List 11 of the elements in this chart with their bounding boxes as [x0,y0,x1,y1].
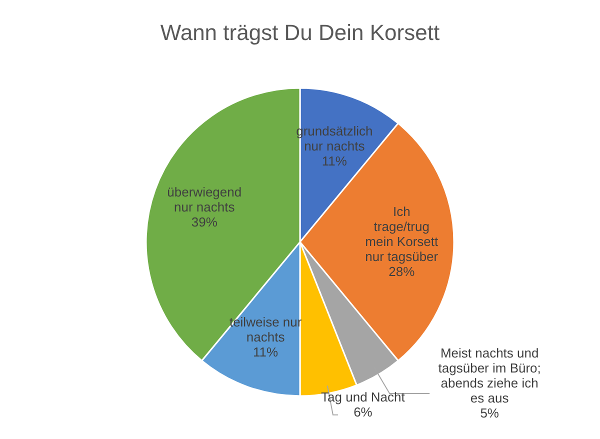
slice-label: überwiegend nur nachts [167,184,242,215]
slice-label: Tag und Nacht [321,389,406,404]
data-label: 5% [480,405,500,420]
data-label: 11% [322,153,348,168]
slice-label: Meist nachts und tagsüber im Büro; abends ziehe ich es aus [438,345,541,406]
data-label: 28% [388,264,416,279]
chart-title: Wann trägst Du Dein Korsett [160,20,440,45]
data-label: 39% [191,214,218,230]
data-label: 6% [354,404,373,420]
slice-label: Ich trage/trug mein Korsett nur tagsüber [365,204,439,264]
data-label: 11% [253,344,279,360]
